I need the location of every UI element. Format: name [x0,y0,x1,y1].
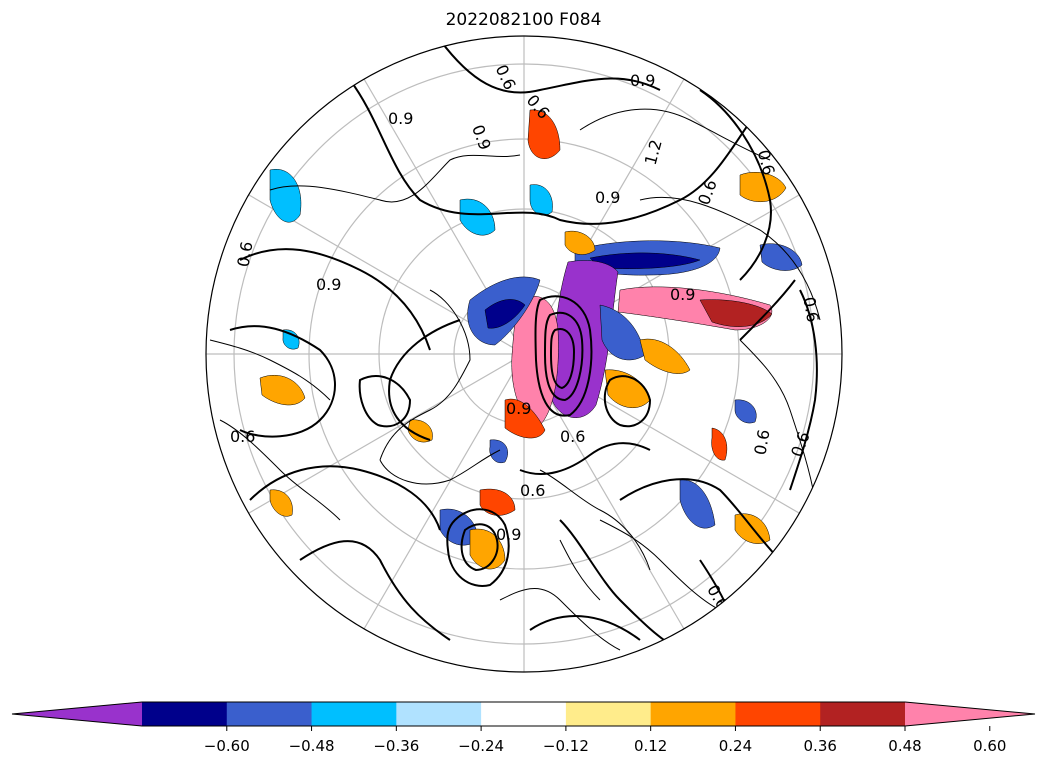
svg-text:0.9: 0.9 [630,71,655,90]
colorbar-bin [142,702,228,726]
svg-text:0.6: 0.6 [233,240,256,268]
svg-text:0.9: 0.9 [316,275,341,294]
colorbar-outline [11,701,1036,727]
colorbar-bin [735,702,821,726]
colorbar-bin [650,702,736,726]
coastlines [209,108,821,651]
colorbar-tick-label: −0.60 [203,737,250,755]
colorbar-extend-min [12,702,142,726]
colorbar-tick-label: −0.12 [542,737,589,755]
colorbar-tick-label: −0.24 [458,737,505,755]
colorbar-tick-label: 0.36 [803,737,837,755]
svg-text:1.2: 1.2 [641,137,666,167]
svg-text:0.6: 0.6 [230,427,255,446]
colorbar-extend-max [905,702,1035,726]
colorbar-tick-label: −0.36 [373,737,420,755]
svg-text:0.6: 0.6 [560,427,585,446]
svg-text:0.6: 0.6 [799,295,822,323]
svg-text:0.9: 0.9 [506,399,531,418]
colorbar-bin [226,702,313,726]
colorbar-tick-label: 0.24 [718,737,753,755]
colorbar-bin [481,702,567,726]
colorbar-tick-label: 0.48 [888,737,922,755]
colorbar-bin [311,702,397,726]
svg-text:0.9: 0.9 [468,122,495,152]
colorbar-tick-label: 0.60 [973,737,1007,755]
svg-text:0.6: 0.6 [703,581,732,613]
svg-text:0.9: 0.9 [670,285,695,304]
svg-text:0.6: 0.6 [750,428,773,456]
colorbar-bin [565,702,652,726]
svg-text:0.9: 0.9 [388,109,413,128]
colorbar-bin [820,702,906,726]
height-contours [229,39,818,651]
polar-map: 0.6 0.9 0.6 0.9 0.9 1.2 0.6 0.9 0.6 0.6 … [205,35,843,673]
colorbar-tick-label: 0.12 [633,737,668,755]
svg-text:0.9: 0.9 [595,188,620,207]
map-title: 2022082100 F084 [445,10,602,30]
svg-text:0.9: 0.9 [496,525,521,544]
colorbar-bin [396,702,482,726]
colorbar [11,701,1036,731]
svg-text:0.6: 0.6 [520,481,545,500]
svg-text:0.6: 0.6 [694,177,721,207]
colorbar-tick-label: −0.48 [288,737,335,755]
anomaly-fill [259,109,803,570]
svg-text:0.6: 0.6 [787,429,814,459]
